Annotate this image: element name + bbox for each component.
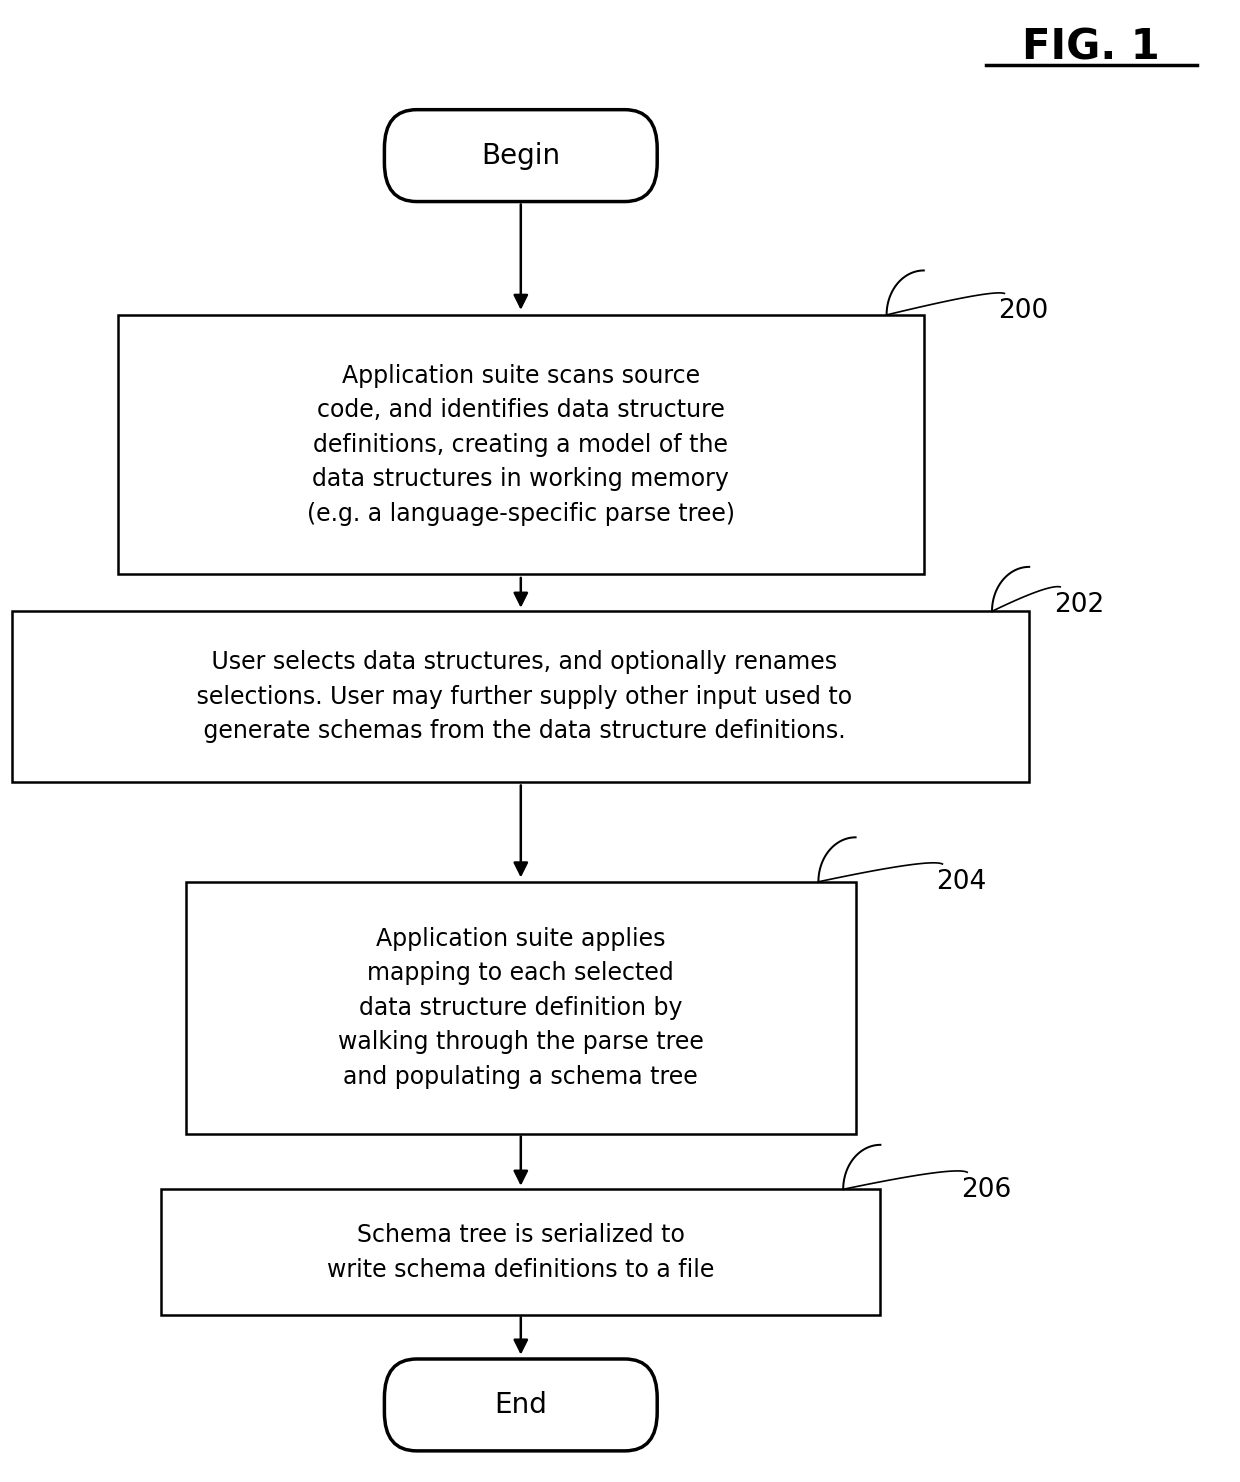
- Text: Application suite scans source
code, and identifies data structure
definitions, : Application suite scans source code, and…: [306, 363, 735, 526]
- Text: User selects data structures, and optionally renames
 selections. User may furth: User selects data structures, and option…: [190, 651, 852, 742]
- Text: Schema tree is serialized to
write schema definitions to a file: Schema tree is serialized to write schem…: [327, 1223, 714, 1282]
- Text: FIG. 1: FIG. 1: [1022, 27, 1161, 68]
- FancyBboxPatch shape: [186, 882, 856, 1134]
- FancyBboxPatch shape: [384, 110, 657, 202]
- FancyBboxPatch shape: [384, 1359, 657, 1451]
- Text: Application suite applies
mapping to each selected
data structure definition by
: Application suite applies mapping to eac…: [337, 926, 704, 1089]
- Text: End: End: [495, 1392, 547, 1418]
- Text: 204: 204: [936, 868, 986, 895]
- Text: 200: 200: [998, 298, 1048, 325]
- Text: 202: 202: [1054, 591, 1104, 618]
- FancyBboxPatch shape: [161, 1189, 880, 1316]
- Text: 206: 206: [961, 1177, 1011, 1203]
- FancyBboxPatch shape: [12, 611, 1029, 782]
- Text: Begin: Begin: [481, 142, 560, 169]
- FancyBboxPatch shape: [118, 316, 924, 575]
